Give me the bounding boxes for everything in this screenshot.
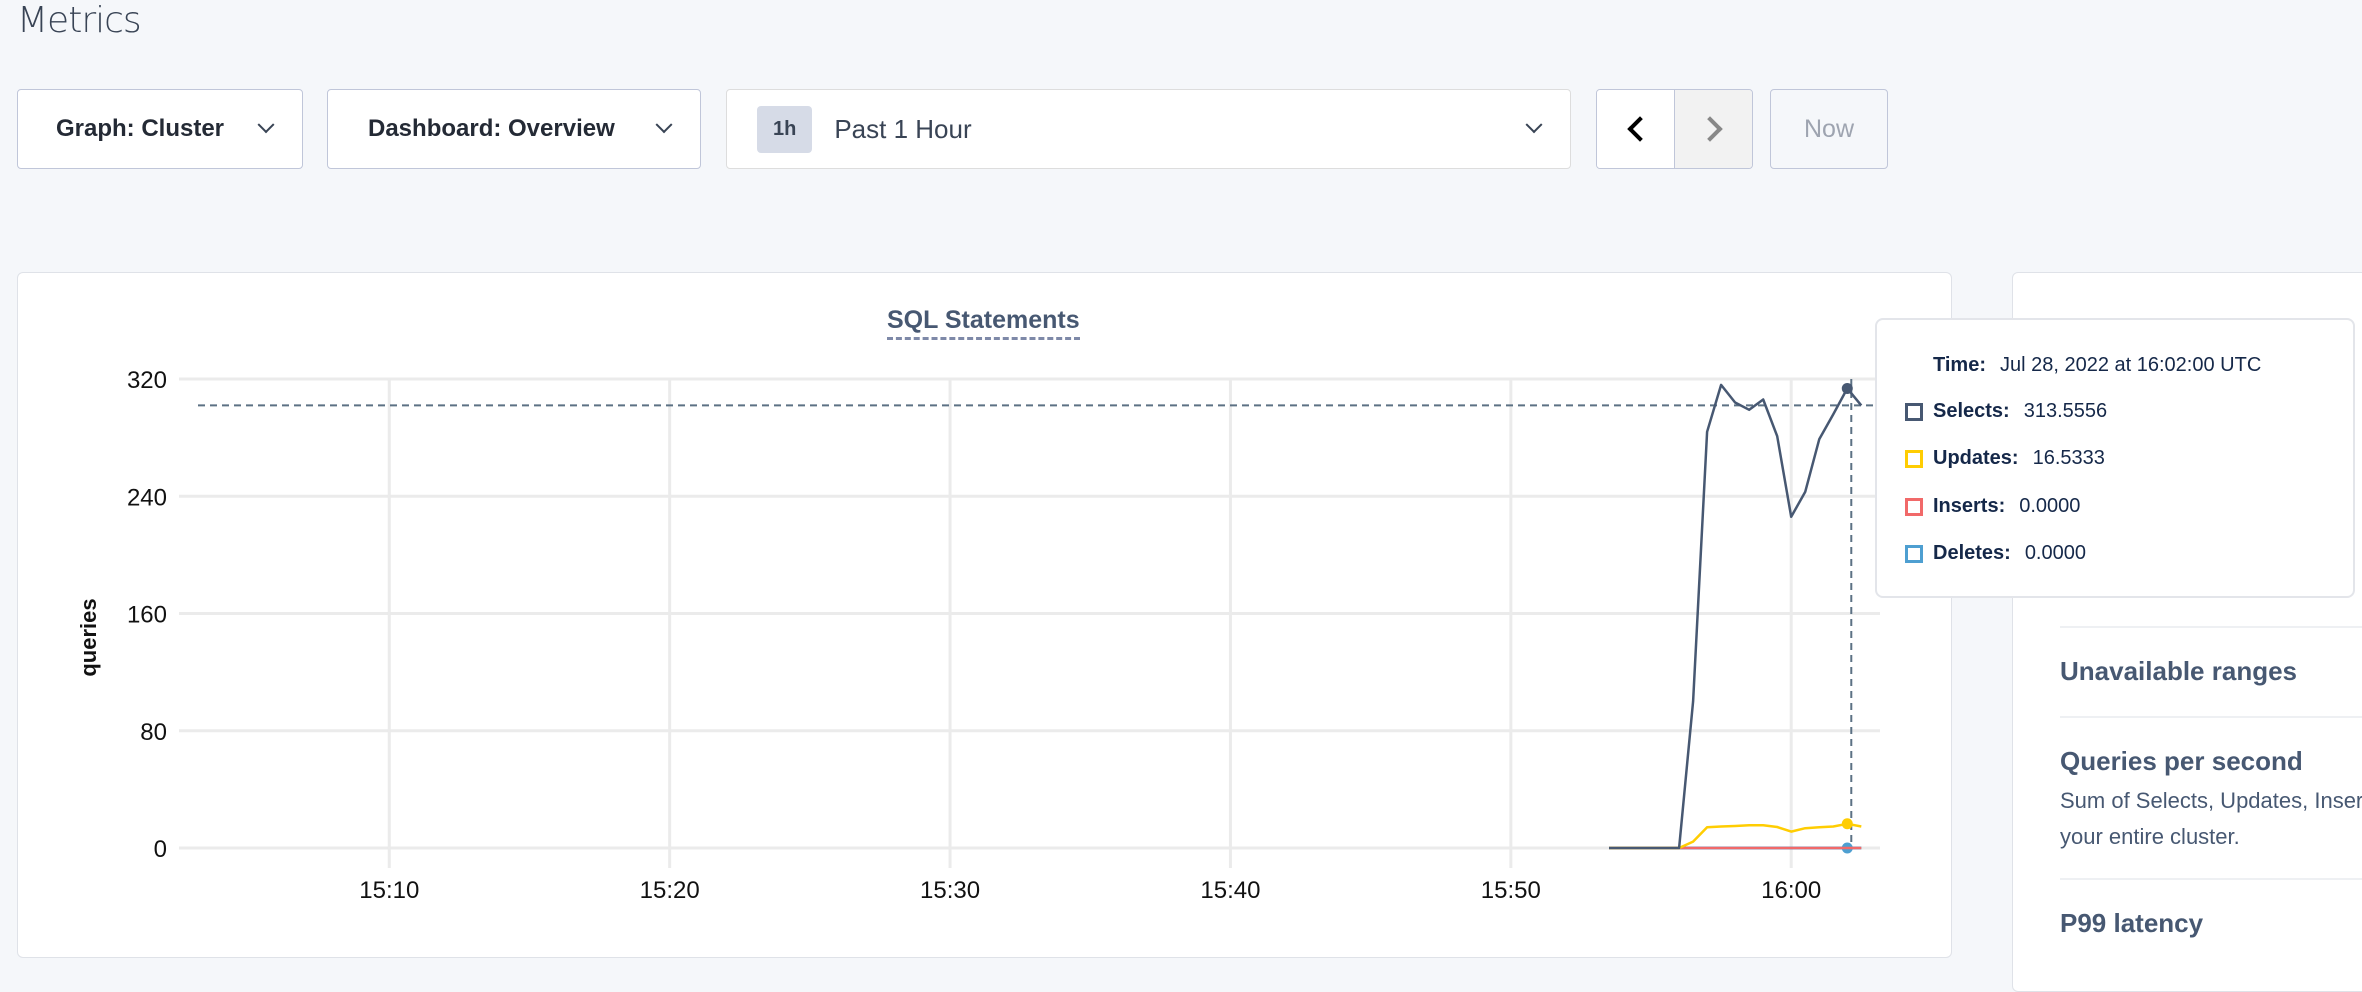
x-tick-label: 15:40 <box>1200 877 1260 904</box>
y-tick-label: 0 <box>154 836 167 863</box>
x-tick-label: 15:20 <box>640 877 700 904</box>
tooltip-time-label: Time: <box>1933 354 1986 376</box>
x-tick-label: 15:50 <box>1481 877 1541 904</box>
next-button[interactable] <box>1675 90 1752 168</box>
hover-point-updates <box>1841 818 1853 830</box>
chart-title[interactable]: SQL Statements <box>887 306 1080 340</box>
time-range-select[interactable]: 1h Past 1 Hour <box>726 89 1571 169</box>
section-description: your entire cluster. <box>2060 824 2240 849</box>
tooltip-value: 0.0000 <box>2024 542 2086 564</box>
y-tick-label: 160 <box>127 602 167 629</box>
now-button[interactable]: Now <box>1770 89 1888 169</box>
section-description: Sum of Selects, Updates, Inser <box>2060 788 2362 813</box>
inserts-swatch-icon <box>1905 497 1923 516</box>
section-title: Unavailable ranges <box>2060 656 2297 686</box>
tooltip-time: Time: Jul 28, 2022 at 16:02:00 UTC <box>1933 354 2261 377</box>
series-line-selects <box>1609 383 1863 850</box>
tooltip-label: Inserts: <box>1933 495 2006 517</box>
tooltip-value: 16.5333 <box>2032 447 2105 469</box>
section-title: P99 latency <box>2060 908 2204 938</box>
y-tick-label: 240 <box>127 484 167 511</box>
tooltip-label: Updates: <box>1933 447 2019 469</box>
dashboard-select[interactable]: Dashboard: Overview <box>327 89 701 169</box>
updates-swatch-icon <box>1905 449 1923 468</box>
time-range-label: Past 1 Hour <box>834 113 972 144</box>
tooltip-value: 0.0000 <box>2019 495 2081 517</box>
time-range-badge: 1h <box>757 105 813 153</box>
previous-button[interactable] <box>1597 90 1675 168</box>
graph-select-label: Graph: Cluster <box>56 115 225 142</box>
graph-select[interactable]: Graph: Cluster <box>17 89 303 169</box>
tooltip-value: 313.5556 <box>2023 400 2108 422</box>
side-section-unavailable-ranges: Unavailable ranges <box>2060 626 2362 716</box>
x-tick-label: 15:10 <box>359 877 419 904</box>
time-nav <box>1596 89 1753 169</box>
hover-point-selects <box>1841 382 1853 394</box>
tooltip-label: Deletes: <box>1933 542 2011 564</box>
dashboard-select-label: Dashboard: Overview <box>368 115 615 142</box>
section-title: Queries per second <box>2060 746 2303 776</box>
page-title: Metrics <box>17 0 142 41</box>
series-line-updates <box>1609 822 1862 850</box>
tooltip-row-selects: Selects: 313.5556 <box>1905 400 2107 423</box>
chart-tooltip: Time: Jul 28, 2022 at 16:02:00 UTC Selec… <box>1875 318 2355 598</box>
tooltip-label: Selects: <box>1933 400 2010 422</box>
selects-swatch-icon <box>1905 402 1923 421</box>
deletes-swatch-icon <box>1905 544 1923 563</box>
tooltip-row-updates: Updates: 16.5333 <box>1905 447 2105 470</box>
y-tick-label: 80 <box>140 719 167 746</box>
side-section-queries-per-second: Queries per second Sum of Selects, Updat… <box>2060 716 2362 879</box>
side-section-p99-latency: P99 latency <box>2060 878 2362 968</box>
x-tick-label: 16:00 <box>1761 877 1821 904</box>
tooltip-time-value: Jul 28, 2022 at 16:02:00 UTC <box>1999 354 2262 376</box>
sql-statements-chart[interactable]: 0 80 160 240 320 15:10 15:20 15:30 15:40 15:50 16:… <box>0 0 1960 966</box>
y-tick-label: 320 <box>127 367 167 394</box>
y-axis-label: queries <box>76 598 101 676</box>
tooltip-row-deletes: Deletes: 0.0000 <box>1905 542 2086 565</box>
x-tick-label: 15:30 <box>920 877 980 904</box>
tooltip-row-inserts: Inserts: 0.0000 <box>1905 495 2080 518</box>
